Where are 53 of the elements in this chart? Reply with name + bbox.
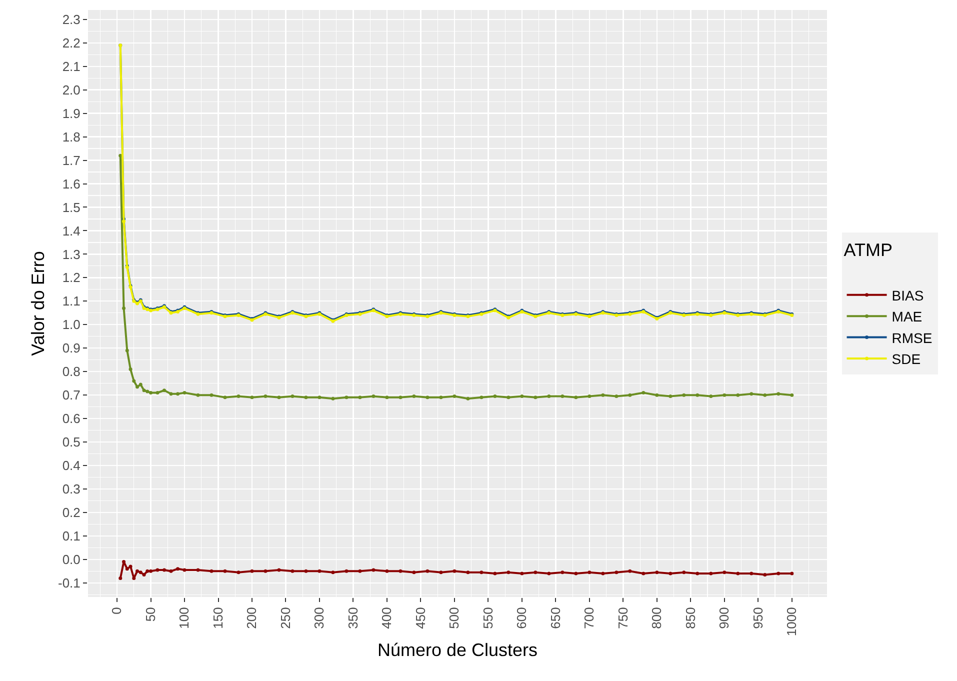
x-tick-label: 200 xyxy=(244,607,260,629)
y-tick-label: 1.3 xyxy=(62,246,80,262)
x-tick-label: 250 xyxy=(278,607,293,629)
x-tick-label: 100 xyxy=(176,607,192,629)
legend-label: SDE xyxy=(892,350,921,367)
y-tick-label: 1.4 xyxy=(62,223,80,238)
y-tick-label: 0.5 xyxy=(62,434,80,450)
x-tick-label: 500 xyxy=(446,607,462,629)
y-tick-label: 1.5 xyxy=(62,200,80,215)
x-axis-title: Número de Clusters xyxy=(377,640,538,660)
x-tick-label: 1000 xyxy=(784,607,800,636)
y-tick-label: 2.2 xyxy=(62,35,80,50)
y-axis-title: Valor do Erro xyxy=(28,251,48,356)
x-tick-label: 350 xyxy=(345,607,360,629)
y-tick-label: 0.7 xyxy=(62,388,80,403)
y-tick-label: 2.0 xyxy=(62,82,80,98)
x-tick-label: 750 xyxy=(615,607,630,629)
y-tick-label: 0.0 xyxy=(62,552,80,567)
x-tick-label: 950 xyxy=(750,607,766,629)
y-tick-label: 0.8 xyxy=(62,364,80,380)
y-tick-label: -0.1 xyxy=(58,575,80,590)
legend-label: MAE xyxy=(892,308,922,325)
y-tick-label: 0.1 xyxy=(62,528,80,544)
y-tick-label: 0.4 xyxy=(62,458,80,474)
y-tick-label: 0.9 xyxy=(62,340,80,356)
y-tick-label: 1.8 xyxy=(62,129,80,144)
y-tick-label: 1.1 xyxy=(62,294,80,309)
x-tick-label: 800 xyxy=(649,607,664,629)
y-tick-label: 1.9 xyxy=(62,106,80,121)
y-tick-label: 0.2 xyxy=(62,505,80,520)
x-tick-label: 0 xyxy=(109,607,124,614)
x-tick-label: 400 xyxy=(379,607,394,629)
y-tick-label: 1.6 xyxy=(62,176,80,192)
x-tick-label: 600 xyxy=(514,607,530,629)
x-tick-label: 300 xyxy=(312,607,327,629)
x-tick-label: 150 xyxy=(210,607,226,629)
y-tick-label: 1.0 xyxy=(62,317,80,332)
legend-label: RMSE xyxy=(892,330,932,346)
x-tick-label: 850 xyxy=(682,607,698,629)
x-tick-label: 650 xyxy=(548,607,563,629)
x-tick-label: 450 xyxy=(412,607,428,629)
legend-title: ATMP xyxy=(844,240,892,260)
x-tick-label: 700 xyxy=(582,607,597,629)
y-tick-label: 1.7 xyxy=(62,152,80,168)
y-tick-label: 0.6 xyxy=(62,411,80,426)
x-tick-label: 900 xyxy=(716,607,732,629)
y-tick-label: 0.3 xyxy=(62,482,80,497)
x-tick-label: 50 xyxy=(142,607,158,622)
y-tick-label: 2.1 xyxy=(62,58,80,74)
y-tick-label: 1.2 xyxy=(62,270,80,286)
legend-label: BIAS xyxy=(892,287,924,304)
y-tick-label: 2.3 xyxy=(62,12,80,27)
x-tick-label: 550 xyxy=(480,607,496,629)
